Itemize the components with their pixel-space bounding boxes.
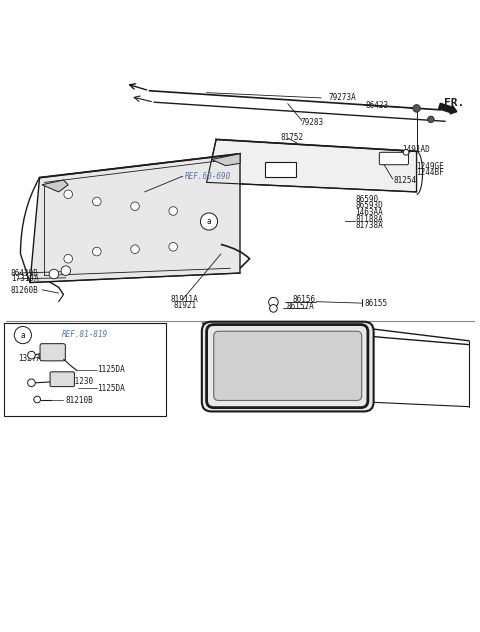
Polygon shape <box>206 140 417 192</box>
Text: 81911A: 81911A <box>171 295 199 304</box>
FancyBboxPatch shape <box>214 331 362 401</box>
FancyBboxPatch shape <box>202 322 373 411</box>
Text: 81752: 81752 <box>281 133 304 142</box>
Circle shape <box>200 213 217 230</box>
Text: 86590: 86590 <box>356 195 379 204</box>
Text: 86157A: 86157A <box>287 303 314 312</box>
Circle shape <box>64 190 72 198</box>
Circle shape <box>93 197 101 206</box>
Text: 81188A: 81188A <box>356 215 383 224</box>
Text: 1463AA: 1463AA <box>356 208 383 217</box>
Circle shape <box>169 207 178 216</box>
Text: 79273A: 79273A <box>328 94 356 102</box>
FancyBboxPatch shape <box>265 162 296 177</box>
Circle shape <box>403 149 409 155</box>
Text: 1731JA: 1731JA <box>11 274 39 283</box>
Text: 81254: 81254 <box>394 176 417 185</box>
Text: 87321H: 87321H <box>306 358 336 367</box>
Circle shape <box>61 266 71 276</box>
Text: 81230: 81230 <box>71 377 94 386</box>
Text: 86155: 86155 <box>364 298 387 308</box>
FancyArrow shape <box>439 103 457 114</box>
Circle shape <box>131 202 139 210</box>
Circle shape <box>93 247 101 256</box>
Circle shape <box>28 379 35 387</box>
Text: FR.: FR. <box>444 98 465 108</box>
Circle shape <box>64 255 72 263</box>
Text: 86439B: 86439B <box>11 269 39 277</box>
Circle shape <box>428 116 434 123</box>
Text: 1491AD: 1491AD <box>402 145 430 154</box>
FancyBboxPatch shape <box>40 344 65 361</box>
Circle shape <box>131 245 139 253</box>
FancyBboxPatch shape <box>4 323 166 416</box>
Text: a: a <box>206 217 211 226</box>
Circle shape <box>49 269 59 279</box>
Circle shape <box>28 351 35 359</box>
Text: 1125DA: 1125DA <box>97 365 125 374</box>
Text: 1327AB: 1327AB <box>18 355 46 363</box>
Text: 1244BF: 1244BF <box>417 168 444 178</box>
Text: 1249GE: 1249GE <box>417 162 444 171</box>
Circle shape <box>169 243 178 251</box>
Text: 81260B: 81260B <box>11 286 39 295</box>
Circle shape <box>14 327 32 344</box>
Text: 81921: 81921 <box>173 301 196 310</box>
Text: 81738A: 81738A <box>356 221 383 230</box>
Text: 86423: 86423 <box>365 100 388 109</box>
Circle shape <box>413 104 420 112</box>
Polygon shape <box>211 154 240 166</box>
Polygon shape <box>42 180 68 192</box>
FancyBboxPatch shape <box>50 372 74 387</box>
Text: 86593D: 86593D <box>356 201 383 210</box>
Text: 81210B: 81210B <box>66 396 94 406</box>
Text: 1125DA: 1125DA <box>97 384 125 393</box>
Text: 79283: 79283 <box>300 118 324 127</box>
Text: a: a <box>21 331 25 339</box>
FancyBboxPatch shape <box>379 152 408 165</box>
Polygon shape <box>30 154 240 283</box>
Circle shape <box>270 305 277 312</box>
Text: 86156: 86156 <box>292 295 316 304</box>
Circle shape <box>269 298 278 307</box>
Circle shape <box>34 396 40 403</box>
Text: REF.81-819: REF.81-819 <box>62 330 108 339</box>
Text: REF.60-690: REF.60-690 <box>185 172 231 181</box>
